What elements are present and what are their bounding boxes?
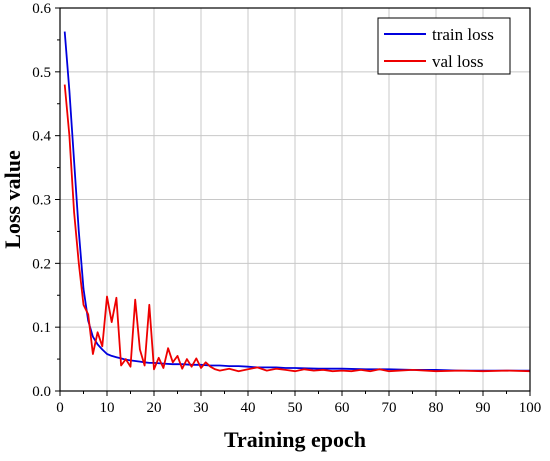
legend: train loss val loss bbox=[377, 17, 511, 75]
x-tick-label-5: 50 bbox=[288, 400, 303, 416]
legend-box bbox=[377, 17, 511, 75]
x-tick-label-3: 30 bbox=[194, 400, 209, 416]
y-tick-label-5: 0.5 bbox=[32, 65, 51, 81]
x-axis-title: Training epoch bbox=[224, 427, 366, 452]
series-layer bbox=[63, 31, 531, 373]
x-tick-label-7: 70 bbox=[382, 400, 397, 416]
ticks: 0 10 20 30 40 50 60 70 80 90 100 0.0 0.1 0.2 0.3 0.4 0.5… bbox=[32, 1, 541, 416]
x-tick-label-9: 90 bbox=[476, 400, 491, 416]
x-tick-label-0: 0 bbox=[56, 400, 64, 416]
y-tick-label-4: 0.4 bbox=[32, 129, 51, 145]
y-tick-label-1: 0.1 bbox=[32, 320, 51, 336]
y-tick-label-6: 0.6 bbox=[32, 1, 51, 17]
y-tick-label-3: 0.3 bbox=[32, 193, 51, 209]
x-tick-label-8: 80 bbox=[429, 400, 444, 416]
y-tick-label-0: 0.0 bbox=[32, 384, 51, 400]
x-tick-label-4: 40 bbox=[241, 400, 256, 416]
x-tick-label-10: 100 bbox=[519, 400, 542, 416]
x-tick-label-2: 20 bbox=[147, 400, 162, 416]
x-tick-label-6: 60 bbox=[335, 400, 350, 416]
series-line-0 bbox=[63, 31, 530, 372]
y-axis-title: Loss value bbox=[0, 150, 25, 249]
legend-label-train-loss: train loss bbox=[432, 25, 494, 44]
legend-label-val-loss: val loss bbox=[432, 52, 483, 71]
series-line-1 bbox=[63, 84, 531, 373]
y-tick-label-2: 0.2 bbox=[32, 256, 51, 272]
x-tick-label-1: 10 bbox=[100, 400, 115, 416]
